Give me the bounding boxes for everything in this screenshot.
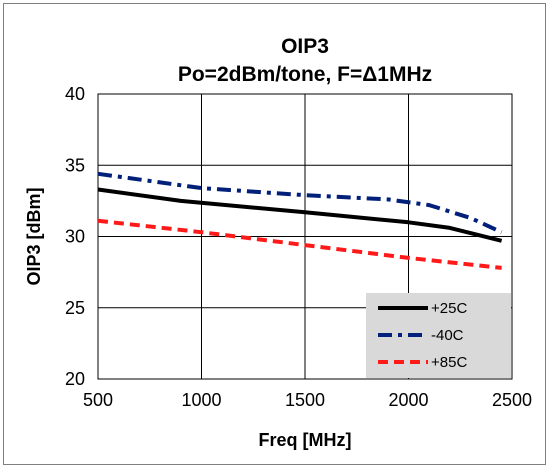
x-tick-label-2: 1500 — [285, 390, 325, 410]
y-tick-label-3: 35 — [65, 155, 85, 175]
x-tick-label-0: 500 — [83, 390, 113, 410]
series-line-25c — [97, 187, 503, 243]
y-tick-label-1: 25 — [65, 298, 85, 318]
x-axis-label: Freq [MHz] — [259, 430, 352, 450]
x-tick-label-4: 2500 — [492, 390, 532, 410]
y-axis-label: OIP3 [dBm] — [24, 187, 44, 285]
legend-label-1: -40C — [431, 327, 464, 344]
series-line-85c — [97, 218, 502, 270]
chart-title-line2: Po=2dBm/tone, F=Δ1MHz — [178, 63, 432, 86]
series-group — [97, 171, 503, 270]
plot-border — [97, 93, 513, 380]
y-tick-labels: 20 25 30 35 40 — [65, 84, 85, 389]
legend: +25C -40C +85C — [366, 293, 511, 378]
y-tick-label-4: 40 — [65, 84, 85, 104]
x-tick-label-1: 1000 — [181, 390, 221, 410]
chart-title-line1: OIP3 — [281, 35, 329, 58]
x-tick-label-3: 2000 — [388, 390, 428, 410]
y-tick-label-0: 20 — [65, 369, 85, 389]
legend-label-2: +85C — [431, 354, 467, 371]
x-tick-labels: 500 1000 1500 2000 2500 — [83, 390, 532, 410]
series-line-40c — [97, 171, 503, 235]
legend-label-0: +25C — [431, 300, 467, 317]
y-tick-label-2: 30 — [65, 227, 85, 247]
